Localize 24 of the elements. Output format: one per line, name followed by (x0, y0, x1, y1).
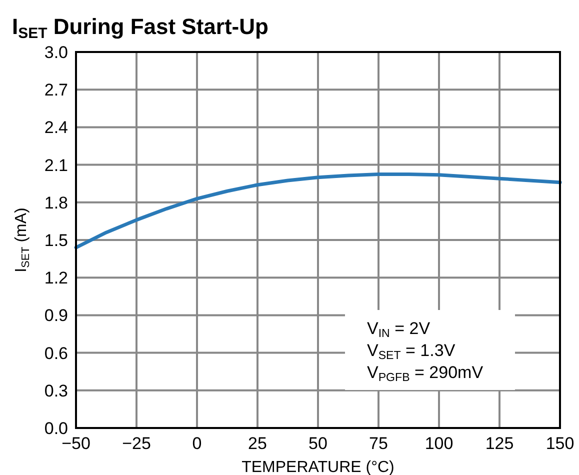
line-series (74, 172, 562, 250)
annotation: V$_{IN}$ = 2V (367, 319, 431, 340)
annotation: V$_{SET}$ = 1.3V (367, 341, 456, 362)
y-tick-label: 1.5 (44, 231, 68, 250)
y-tick-label: 2.4 (44, 118, 68, 138)
y-tick-label: 3.0 (44, 43, 68, 62)
x-tick-label: 125 (485, 434, 514, 453)
x-tick-label: 0 (192, 434, 202, 453)
x-tick-label: 75 (369, 434, 388, 453)
x-tick-label: 50 (308, 434, 328, 453)
chart-title: I$_{SET}$ During Fast Start-Up (12, 14, 268, 42)
x-tick-label: 150 (546, 434, 574, 453)
y-tick-label: 1.8 (44, 193, 68, 212)
x-tick-label: −25 (122, 434, 151, 453)
x-axis-title: TEMPERATURE (°C) (242, 459, 394, 475)
y-tick-label: 0.3 (44, 381, 68, 400)
y-tick-label: 0.6 (44, 344, 68, 363)
y-tick-label: 0.9 (44, 306, 68, 326)
y-tick-label: 1.2 (44, 268, 68, 288)
annotation: V$_{PGFB}$ = 290mV (367, 363, 484, 384)
x-tick-label: 25 (248, 434, 267, 453)
y-tick-label: 2.7 (44, 80, 68, 100)
x-tick-label: 100 (424, 434, 454, 453)
y-tick-label: 2.1 (44, 156, 68, 175)
